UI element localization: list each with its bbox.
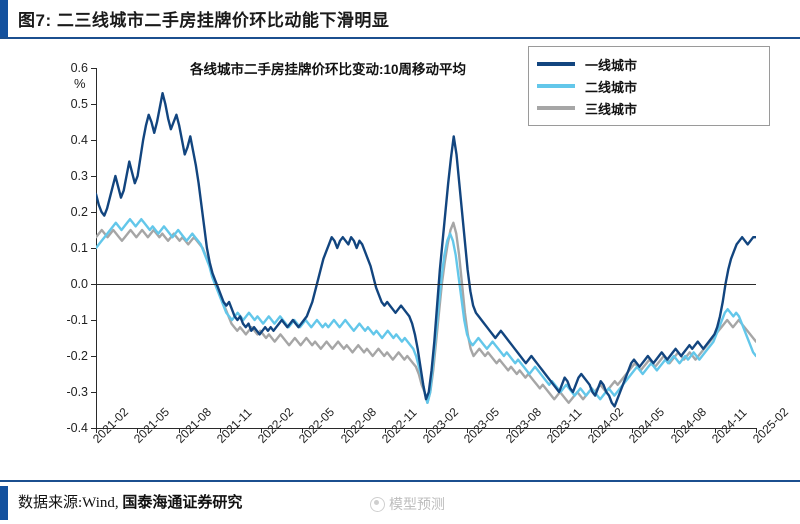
x-tick-mark — [549, 428, 551, 433]
y-tick-label: 0.1 — [70, 241, 88, 255]
x-tick-mark — [96, 428, 97, 433]
y-tick-label: 0.6 — [70, 61, 88, 75]
legend-item-1[interactable]: 二线城市 — [537, 75, 761, 97]
x-tick-mark — [302, 428, 304, 433]
y-tick-mark — [91, 140, 96, 141]
footer-bar: 数据来源:Wind, 国泰海通证券研究 — [0, 486, 800, 524]
x-tick-mark — [178, 428, 180, 433]
figure-title: 二三线城市二手房挂牌价环比动能下滑明显 — [56, 11, 390, 30]
y-axis-unit: % — [74, 76, 86, 91]
y-tick-label: 0.5 — [70, 97, 88, 111]
legend-label: 二线城市 — [585, 79, 638, 95]
y-tick-label: 0.3 — [70, 169, 88, 183]
legend-swatch-icon — [537, 62, 575, 66]
y-tick-mark — [91, 104, 96, 105]
x-tick-mark — [384, 428, 386, 433]
y-tick-mark — [91, 356, 96, 357]
y-tick-mark — [91, 392, 96, 393]
x-tick-mark — [261, 428, 262, 433]
x-tick-mark — [137, 428, 139, 433]
chart-container: % 各线城市二手房挂牌价环比变动:10周移动平均 0.6 0.5 0.4 0.3 0.2… — [0, 40, 800, 480]
x-tick-mark — [343, 428, 345, 433]
footer-accent-bar — [0, 486, 8, 520]
y-tick-label: -0.4 — [66, 421, 88, 435]
x-tick-mark — [632, 428, 634, 433]
y-tick-label: 0.0 — [70, 277, 88, 291]
title-divider — [0, 37, 800, 39]
figure-title-bar: 图7: 二三线城市二手房挂牌价环比动能下滑明显 — [0, 0, 800, 38]
x-tick-mark — [467, 428, 469, 433]
legend-item-2[interactable]: 三线城市 — [537, 97, 761, 119]
x-tick-mark — [673, 428, 675, 433]
source-prefix: 数据来源:Wind, — [18, 495, 119, 511]
figure-label: 图7: — [18, 11, 52, 30]
y-tick-mark — [91, 176, 96, 177]
y-tick-mark — [91, 212, 96, 213]
chart-subtitle: 各线城市二手房挂牌价环比变动:10周移动平均 — [190, 62, 467, 77]
plot-lines — [96, 92, 756, 408]
source-note: 数据来源:Wind, 国泰海通证券研究 — [18, 491, 242, 512]
x-tick-mark — [591, 428, 592, 433]
y-tick-mark — [91, 284, 96, 285]
footer-divider — [0, 480, 800, 482]
y-tick-label: -0.1 — [66, 313, 88, 327]
title-accent-bar — [0, 0, 8, 38]
watermark-text: 模型预测 — [389, 496, 445, 512]
x-tick-mark — [508, 428, 510, 433]
legend-swatch-icon — [537, 84, 575, 88]
y-tick-label: 0.4 — [70, 133, 88, 147]
series-line-2 — [96, 221, 756, 404]
legend-swatch-icon — [537, 106, 575, 110]
watermark: 模型预测 — [370, 494, 445, 514]
x-tick-mark — [714, 428, 716, 433]
series-line-0 — [96, 92, 756, 408]
x-tick-mark — [756, 428, 757, 433]
legend-label: 一线城市 — [585, 57, 638, 73]
y-tick-label: -0.3 — [66, 385, 88, 399]
page-title: 图7: 二三线城市二手房挂牌价环比动能下滑明显 — [18, 6, 389, 31]
legend-label: 三线城市 — [585, 101, 638, 117]
zero-baseline — [96, 284, 756, 285]
legend-item-0[interactable]: 一线城市 — [537, 53, 761, 75]
y-tick-mark — [91, 248, 96, 249]
y-tick-label: -0.2 — [66, 349, 88, 363]
source-org: 国泰海通证券研究 — [122, 495, 243, 511]
y-tick-mark — [91, 320, 96, 321]
y-tick-mark — [91, 68, 96, 69]
series-line-1 — [96, 218, 756, 404]
x-tick-label: 2025-02 — [750, 404, 792, 446]
watermark-icon — [370, 496, 385, 512]
chart-legend: 一线城市 二线城市 三线城市 — [528, 46, 770, 126]
y-tick-mark — [91, 428, 96, 429]
x-tick-mark — [219, 428, 221, 433]
y-tick-label: 0.2 — [70, 205, 88, 219]
x-tick-mark — [426, 428, 427, 433]
